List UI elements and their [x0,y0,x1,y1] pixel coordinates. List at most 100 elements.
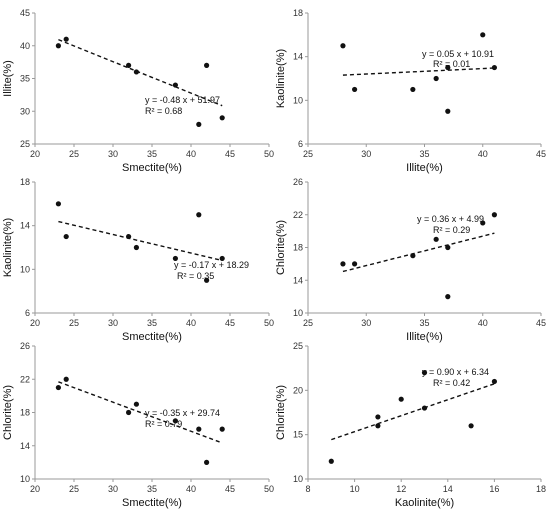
x-tick-label: 20 [30,318,40,328]
scatter-panel-1: 20 25 30 35 40 45 502530354045Smectite(%)Illit… [2,8,274,174]
y-tick-label: 22 [293,210,303,220]
data-point [445,244,451,251]
regression-equation: y = 0.90 x + 6.34 [422,367,489,377]
x-tick-label: 20 [30,149,40,159]
data-point [63,233,69,240]
x-tick-label: 35 [147,149,157,159]
x-tick-label: 35 [419,149,429,159]
regression-equation: y = -0.35 x + 29.74 [145,408,220,418]
data-point [421,405,428,411]
y-tick-label: 6 [25,308,30,318]
y-tick-label: 18 [20,177,30,187]
scatter-panel-4: 25 30 35 40 45 10 14 18 22 26 Illite(%) Chlorite(%)… [275,177,546,343]
data-point [445,108,451,114]
x-tick-label: 8 [305,484,310,494]
x-tick-label: 45 [225,484,235,494]
data-point [204,277,210,283]
y-axis-label: Illite(%) [2,60,14,97]
trendline [58,381,223,444]
r-squared-label: R² = 0.35 [177,271,214,281]
regression-equation: y = -0.17 x + 18.29 [174,260,249,270]
regression-equation: y = -0.48 x + 51.97 [145,95,220,105]
y-tick-label: 45 [20,8,30,18]
trendline [58,39,223,107]
y-tick-label: 10 [293,95,303,105]
y-tick-label: 30 [20,106,30,116]
data-point [172,82,178,88]
data-point [55,201,62,207]
trendline [58,220,223,262]
y-tick-label: 14 [20,441,30,451]
x-tick-label: 45 [536,149,546,159]
data-point [204,62,210,68]
x-axis-label: Illite(%) [406,162,443,174]
data-point [480,32,486,38]
x-tick-label: 14 [443,484,453,494]
x-axis-label: Kaolinite(%) [395,497,454,509]
r-squared-label: R² = 0.79 [145,419,182,429]
y-tick-label: 22 [20,374,30,384]
y-tick-label: 35 [20,74,30,84]
data-point [433,75,439,82]
x-tick-label: 40 [186,318,196,328]
data-point [196,426,202,432]
data-point [491,378,497,385]
data-point [172,418,178,424]
x-tick-label: 50 [264,149,274,159]
y-tick-label: 10 [20,474,30,484]
x-tick-label: 40 [186,484,196,494]
x-tick-label: 35 [147,318,157,328]
data-point [126,409,132,416]
x-tick-label: 30 [361,149,371,159]
x-tick-label: 30 [108,149,118,159]
x-tick-label: 25 [303,149,313,159]
y-axis-label: Chlorite(%) [275,220,287,275]
scatter-panel-5: 20 25 30 35 40 45 50 10 14 18 22 26 Smectite(%) Chlor… [2,341,274,509]
x-tick-label: 35 [147,484,157,494]
data-point [55,43,62,49]
x-tick-label: 25 [303,318,313,328]
data-point [398,396,404,402]
data-point [133,401,139,407]
data-point [352,86,358,93]
y-tick-label: 6 [298,139,303,149]
r-squared-label: R² = 0.68 [145,106,182,116]
y-tick-label: 10 [293,308,303,318]
data-point [196,121,202,127]
data-point [410,253,416,259]
y-axis-label: Kaolinite(%) [2,218,14,277]
regression-equation: y = 0.05 x + 10.91 [422,49,494,59]
data-point [172,255,178,262]
x-tick-label: 50 [264,484,274,494]
x-tick-label: 45 [225,149,235,159]
x-axis-label: Smectite(%) [122,162,182,174]
y-axis-label: Chlorite(%) [275,385,287,440]
y-tick-label: 26 [20,341,30,351]
data-point [340,261,346,267]
data-point [219,255,225,262]
y-tick-label: 10 [20,264,30,274]
data-point [63,36,69,42]
data-point [219,115,225,121]
data-point [126,233,132,240]
x-tick-label: 12 [396,484,406,494]
y-tick-label: 18 [293,243,303,253]
data-point [219,426,225,432]
scatter-panel-3: 20 25 30 35 40 45 50 6 10 14 18 Smectite(%) Kaolinit… [2,177,274,343]
x-tick-label: 30 [108,318,118,328]
r-squared-label: R² = 0.42 [433,378,470,388]
r-squared-label: R² = 0.29 [433,225,470,235]
trendline [331,383,495,441]
data-point [491,212,497,218]
x-tick-label: 18 [536,484,546,494]
y-tick-label: 25 [293,341,303,351]
y-tick-label: 18 [20,408,30,418]
y-tick-label: 14 [293,52,303,62]
trendline [342,67,495,76]
y-tick-label: 15 [293,430,303,440]
data-point [433,236,439,242]
x-axis-label: Smectite(%) [122,331,182,343]
y-axis-label: Kaolinite(%) [275,49,287,108]
x-tick-label: 25 [69,318,79,328]
